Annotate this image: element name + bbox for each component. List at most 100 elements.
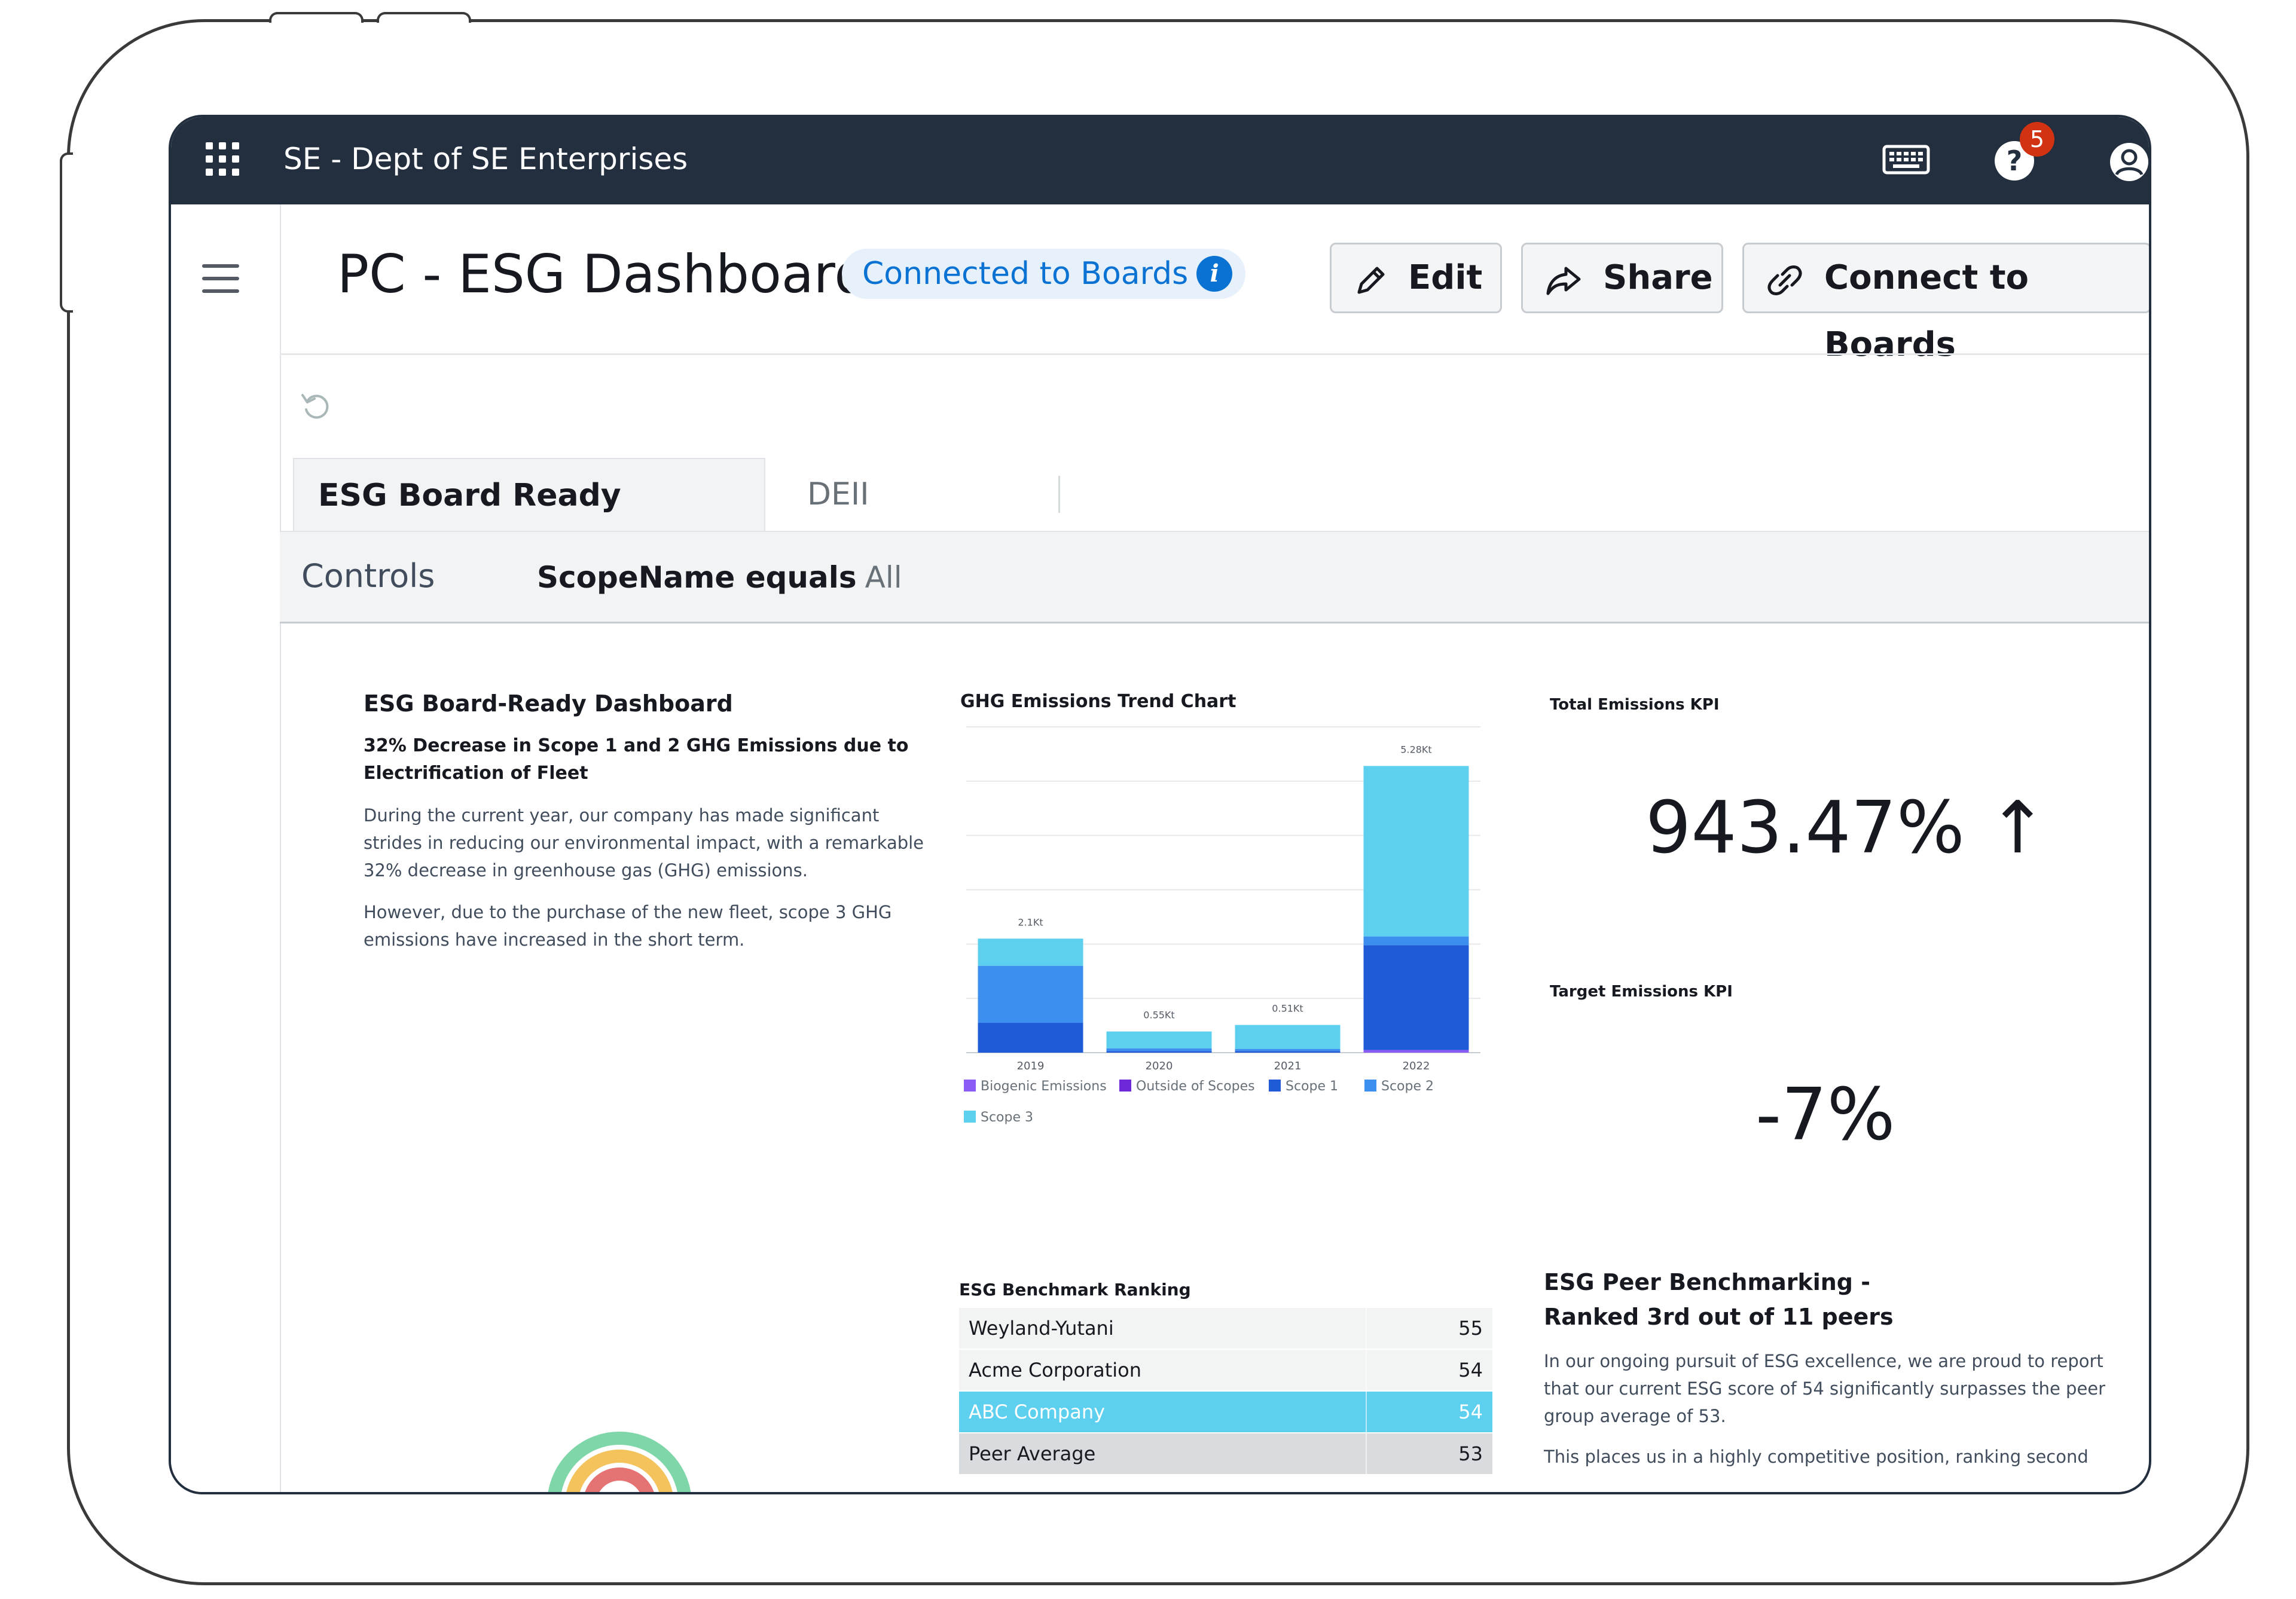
peer-paragraph: This places us in a highly competitive p… [1544, 1447, 2089, 1467]
chevron-down-icon[interactable] [2148, 561, 2151, 582]
user-icon[interactable] [2108, 141, 2150, 183]
company-logo [548, 1432, 691, 1492]
keyboard-icon[interactable] [1882, 145, 1930, 175]
bar-segment [1363, 1050, 1469, 1053]
total-emissions-kpi-value: 943.47% ↑ [1645, 787, 2048, 870]
legend-swatch [1119, 1080, 1131, 1092]
summary-paragraph: During the current year, our company has… [364, 805, 924, 880]
row-name: Acme Corporation [969, 1359, 1141, 1381]
bar-segment [1106, 1051, 1212, 1053]
data-label: 5.28Kt [1400, 744, 1431, 755]
bar-segment [978, 1023, 1083, 1053]
controls-label[interactable]: Controls [301, 557, 435, 595]
legend-swatch [1364, 1080, 1376, 1092]
filter-value: All [865, 560, 902, 595]
hamburger-menu-icon[interactable] [202, 264, 239, 293]
row-name: Weyland-Yutani [969, 1317, 1114, 1340]
row-value: 55 [1458, 1317, 1483, 1340]
total-emissions-kpi-title: Total Emissions KPI [1550, 696, 1720, 714]
org-name: SE - Dept of SE Enterprises [283, 142, 688, 176]
sheet-tabs: ESG Board Ready Dashboard DEII Dashboard [280, 458, 2149, 586]
connect-to-boards-button[interactable]: Connect to Boards [1742, 243, 2149, 364]
tab-separator [1058, 476, 1060, 513]
legend-swatch [964, 1080, 976, 1092]
info-icon[interactable]: i [1196, 256, 1233, 292]
peer-title: Ranked 3rd out of 11 peers [1544, 1304, 1894, 1330]
link-icon [1767, 265, 1802, 295]
data-label: 0.55Kt [1143, 1010, 1174, 1021]
filter-name: ScopeName equals [537, 560, 857, 595]
device-top-button [377, 12, 471, 23]
device-top-button [269, 12, 364, 23]
bar-segment [1363, 766, 1469, 937]
row-name: Peer Average [969, 1442, 1096, 1465]
header-divider [280, 353, 2149, 355]
table-row: Weyland-Yutani 55 [959, 1308, 1492, 1349]
share-button-label: Share [1603, 258, 1713, 297]
table-row: Peer Average 53 [959, 1433, 1492, 1474]
summary-paragraph: However, due to the purchase of the new … [364, 902, 892, 950]
legend-label: Outside of Scopes [1136, 1079, 1255, 1094]
x-tick-label: 2022 [1403, 1060, 1430, 1072]
x-tick-label: 2019 [1017, 1060, 1045, 1072]
target-emissions-kpi-value: -7% [1755, 1074, 1895, 1157]
legend-label: Biogenic Emissions [981, 1079, 1107, 1094]
side-navigation [171, 204, 281, 1492]
benchmark-title: ESG Benchmark Ranking [959, 1280, 1191, 1300]
edit-button[interactable]: Edit [1330, 243, 1502, 313]
bar-segment [978, 938, 1083, 966]
bar-segment [1363, 936, 1469, 946]
page-title: PC - ESG Dashboard [337, 243, 868, 305]
undo-icon[interactable] [299, 389, 332, 423]
x-tick-label: 2021 [1274, 1060, 1302, 1072]
target-emissions-kpi-title: Target Emissions KPI [1550, 983, 1733, 1001]
table-row: Acme Corporation 54 [959, 1350, 1492, 1390]
peer-paragraph: In our ongoing pursuit of ESG excellence… [1544, 1351, 2106, 1426]
chart-title: GHG Emissions Trend Chart [960, 691, 1236, 712]
bar-segment [1235, 1025, 1341, 1049]
device-side-button [60, 152, 73, 313]
cell-divider [1366, 1350, 1367, 1390]
cell-divider [1366, 1308, 1367, 1349]
pencil-icon [1357, 267, 1385, 294]
ghg-emissions-chart: 2.1Kt 2019 0.55Kt 2020 0.51Kt 2021 5.28Kt 2022 B… [964, 726, 1480, 1125]
cell-divider [1366, 1392, 1367, 1432]
peer-title: ESG Peer Benchmarking - [1544, 1269, 1871, 1295]
bar-segment [978, 965, 1083, 1023]
app-screen: SE - Dept of SE Enterprises ? 5 PC - ESG… [169, 115, 2151, 1494]
benchmark-table: Weyland-Yutani 55 Acme Corporation 54 ABC Co… [959, 1308, 1492, 1475]
legend-swatch [1269, 1080, 1281, 1092]
tab-deii-dashboard[interactable]: DEII Dashboard [807, 476, 976, 585]
cell-divider [1366, 1433, 1367, 1474]
row-value: 53 [1458, 1442, 1483, 1465]
share-button[interactable]: Share [1521, 243, 1723, 313]
share-icon [1546, 267, 1581, 295]
edit-button-label: Edit [1408, 258, 1483, 297]
peer-benchmark-panel: ESG Peer Benchmarking - Ranked 3rd out o… [1544, 1265, 2118, 1470]
connected-status-badge: Connected to Boards i [842, 249, 1246, 299]
legend-label: Scope 3 [981, 1110, 1033, 1125]
data-label: 2.1Kt [1018, 916, 1043, 928]
apps-grid-icon[interactable] [204, 141, 240, 177]
controls-bar: Controls ScopeName equals All [280, 531, 2151, 623]
top-navigation-bar: SE - Dept of SE Enterprises ? 5 [171, 117, 2149, 204]
bar-segment [1363, 945, 1469, 1050]
row-value: 54 [1458, 1401, 1483, 1423]
table-row: ABC Company 54 [959, 1392, 1492, 1432]
summary-title: ESG Board-Ready Dashboard [364, 690, 733, 717]
bar-segment [1106, 1031, 1212, 1048]
data-label: 0.51Kt [1272, 1003, 1303, 1014]
notification-badge: 5 [2020, 122, 2054, 157]
bar-segment [1235, 1048, 1341, 1051]
x-tick-label: 2020 [1146, 1060, 1173, 1072]
row-name: ABC Company [969, 1401, 1106, 1423]
scope-filter-control[interactable]: ScopeName equals All [537, 555, 902, 600]
legend-label: Scope 2 [1381, 1079, 1434, 1094]
legend-swatch [964, 1111, 976, 1123]
bar-segment [1235, 1051, 1341, 1053]
connect-button-label: Connect to Boards [1824, 258, 2029, 364]
row-value: 54 [1458, 1359, 1483, 1381]
summary-subtitle: 32% Decrease in Scope 1 and 2 GHG Emissi… [364, 735, 909, 784]
tab-esg-board-ready-dashboard[interactable]: ESG Board Ready Dashboard [293, 458, 765, 586]
bar-segment [1106, 1048, 1212, 1051]
